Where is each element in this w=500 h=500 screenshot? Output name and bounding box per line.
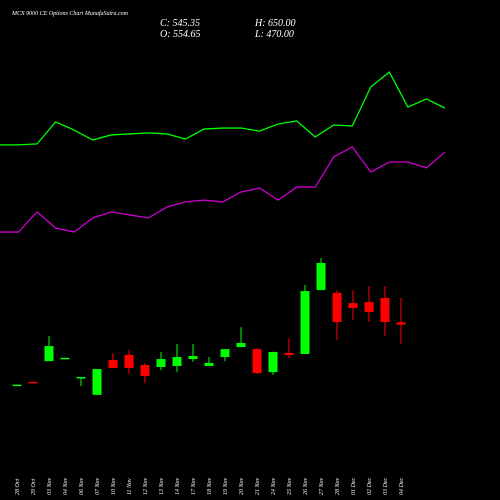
- x-tick-label: 10 Nov: [111, 477, 117, 495]
- candle-body: [124, 354, 134, 369]
- x-tick-label: 26 Nov: [303, 477, 309, 495]
- candle-body: [348, 303, 358, 308]
- x-tick-label: 21 Nov: [255, 477, 261, 495]
- indicator-line: [0, 146, 446, 233]
- candle-body: [156, 359, 166, 368]
- candle-body: [60, 357, 70, 360]
- x-tick-label: 24 Nov: [270, 477, 277, 495]
- indicator-line: [0, 71, 446, 146]
- x-tick-label: 28 Oct: [15, 479, 21, 495]
- low-label: L: 470.00: [254, 29, 294, 40]
- x-tick-label: 19 Nov: [223, 477, 229, 495]
- x-tick-label: 04 Dec: [398, 478, 405, 495]
- candle-body: [140, 364, 150, 376]
- candle-body: [316, 262, 326, 291]
- x-tick-label: 06 Nov: [79, 477, 85, 495]
- x-tick-label: 29 Oct: [31, 479, 37, 495]
- candle-body: [92, 369, 102, 395]
- candle-body: [188, 356, 198, 360]
- candle-body: [236, 342, 246, 348]
- candle-body: [220, 349, 230, 358]
- candle-body: [396, 322, 406, 325]
- candle-body: [76, 376, 86, 379]
- chart-title: MCX 9000 CE Options Chart MunafaSutra.co…: [11, 10, 129, 17]
- close-label: C: 545.35: [160, 18, 200, 29]
- open-label: O: 554.65: [160, 29, 201, 40]
- candle-body: [284, 352, 294, 355]
- x-tick-label: 14 Nov: [174, 477, 181, 495]
- x-tick-label: 12 Nov: [143, 477, 149, 495]
- x-tick-label: 25 Nov: [287, 477, 293, 495]
- candle-body: [12, 384, 22, 387]
- high-label: H: 650.00: [254, 18, 296, 29]
- x-tick-label: 01 Dec: [351, 478, 357, 495]
- x-tick-label: 11 Nov: [127, 478, 133, 495]
- candle-body: [364, 302, 374, 313]
- candle-body: [204, 362, 214, 366]
- candle-body: [28, 381, 38, 384]
- candle-body: [252, 349, 262, 374]
- x-tick-label: 03 Dec: [383, 478, 389, 495]
- candle-body: [300, 291, 310, 354]
- x-tick-label: 02 Dec: [367, 478, 373, 495]
- candle-body: [172, 357, 182, 366]
- x-tick-label: 20 Nov: [239, 477, 245, 495]
- candle-body: [268, 351, 278, 373]
- x-tick-label: 28 Nov: [335, 477, 341, 495]
- x-tick-label: 04 Nov: [62, 477, 69, 495]
- candle-body: [332, 292, 342, 323]
- x-tick-label: 18 Nov: [207, 477, 213, 495]
- x-tick-label: 03 Nov: [47, 477, 53, 495]
- x-tick-label: 27 Nov: [319, 477, 325, 495]
- x-tick-label: 17 Nov: [191, 477, 197, 495]
- x-tick-label: 13 Nov: [159, 477, 165, 495]
- candle-body: [44, 346, 54, 362]
- candle-body: [380, 297, 390, 323]
- x-tick-label: 07 Nov: [95, 477, 101, 495]
- candle-body: [108, 360, 118, 369]
